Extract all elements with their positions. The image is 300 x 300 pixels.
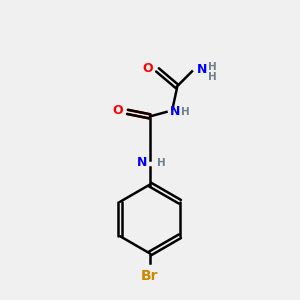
Text: Br: Br	[141, 268, 159, 283]
Text: N: N	[196, 63, 207, 76]
Text: H: H	[208, 71, 216, 82]
Text: H: H	[158, 158, 166, 168]
Text: H: H	[181, 107, 190, 117]
Text: O: O	[112, 104, 123, 117]
Text: H: H	[208, 62, 216, 73]
Text: O: O	[142, 62, 153, 75]
Text: N: N	[136, 156, 147, 170]
Text: N: N	[169, 105, 180, 119]
